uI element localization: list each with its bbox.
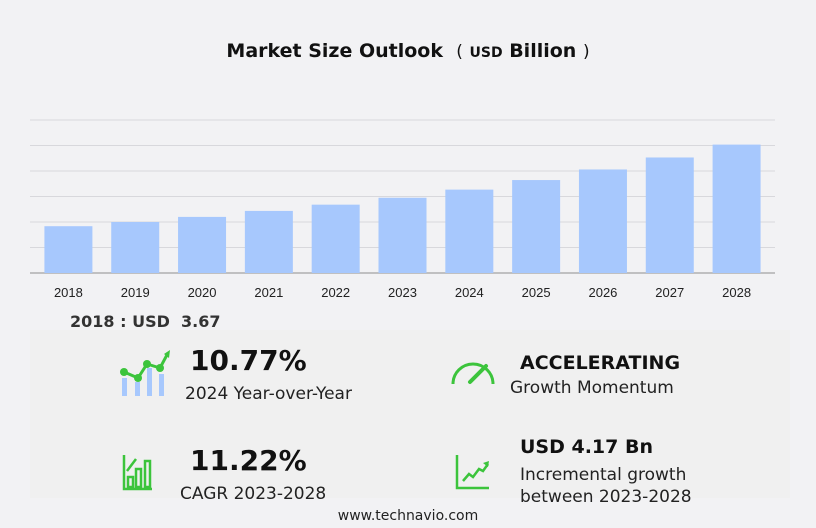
chart-title: Market Size Outlook ( USD Billion ) — [226, 40, 590, 62]
bar-2018 — [44, 226, 93, 273]
x-tick-label: 2020 — [188, 285, 217, 300]
bar-2022 — [311, 204, 360, 273]
incremental-label-2: between 2023-2028 — [520, 487, 692, 507]
bar-2027 — [645, 157, 694, 273]
x-tick-label: 2022 — [321, 285, 350, 300]
bar-2024 — [445, 189, 494, 273]
stats-panel — [30, 330, 790, 498]
growth-chart-icon — [120, 350, 170, 396]
bar-2023 — [378, 197, 427, 273]
x-tick-label: 2023 — [388, 285, 417, 300]
x-tick-label: 2021 — [254, 285, 283, 300]
x-tick-label: 2025 — [522, 285, 551, 300]
x-tick-label: 2026 — [588, 285, 617, 300]
momentum-label: Growth Momentum — [510, 378, 674, 398]
incremental-value: USD 4.17 Bn — [520, 436, 653, 458]
incremental-label-1: Incremental growth — [520, 465, 687, 485]
x-tick-label: 2027 — [655, 285, 684, 300]
base-year-value: 2018 : USD 3.67 — [70, 312, 221, 331]
x-tick-label: 2028 — [722, 285, 751, 300]
x-tick-label: 2019 — [121, 285, 150, 300]
yoy-label: 2024 Year-over-Year — [185, 384, 352, 404]
cagr-label: CAGR 2023-2028 — [180, 484, 327, 504]
incremental-growth-icon — [455, 455, 490, 490]
momentum-value: ACCELERATING — [520, 352, 681, 374]
cagr-value: 11.22% — [190, 444, 307, 477]
bar-2019 — [111, 222, 160, 273]
speedometer-icon — [451, 362, 495, 385]
bar-2026 — [578, 169, 627, 273]
x-tick-label: 2024 — [455, 285, 484, 300]
footer-url: www.technavio.com — [337, 508, 479, 524]
bar-2020 — [178, 216, 227, 273]
bar-2028 — [712, 144, 761, 273]
bar-2021 — [244, 210, 293, 273]
bar-2025 — [512, 180, 561, 273]
cagr-bars-icon — [122, 455, 152, 491]
bar-chart: 2018 2019 2020 2021 2022 2023 2024 2025 2026 2027… — [30, 119, 775, 300]
x-tick-label: 2018 — [54, 285, 83, 300]
yoy-value: 10.77% — [190, 344, 307, 377]
